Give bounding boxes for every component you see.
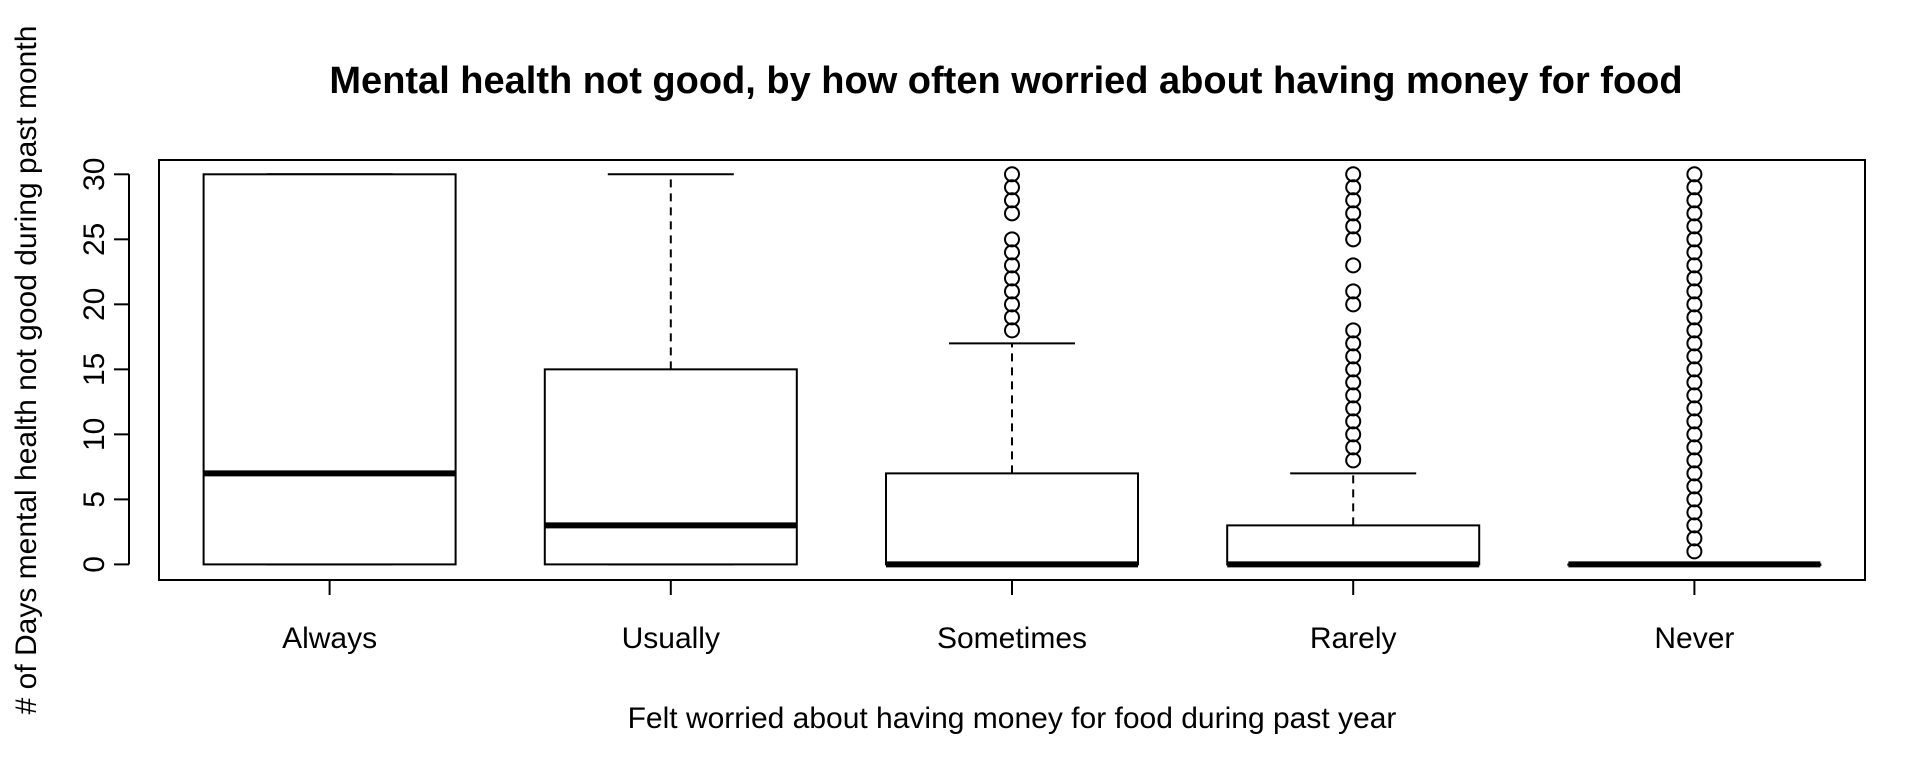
outlier-point — [1686, 244, 1703, 261]
outlier-point — [1004, 309, 1020, 326]
y-tick-label: 25 — [78, 223, 111, 256]
outlier-point — [1345, 348, 1362, 365]
outlier-point — [1004, 296, 1020, 313]
y-tick-label: 5 — [78, 491, 111, 508]
outlier-point — [1686, 270, 1703, 287]
y-tick-label: 15 — [78, 353, 111, 386]
outlier-point — [1004, 270, 1020, 287]
outlier-point — [1686, 452, 1703, 469]
box-never — [1567, 166, 1822, 568]
outlier-point — [1345, 400, 1362, 417]
outlier-point — [1345, 452, 1362, 469]
outlier-point — [1004, 192, 1020, 209]
outlier-point — [1686, 257, 1703, 274]
outlier-point — [1345, 335, 1362, 352]
outlier-point — [1686, 283, 1703, 300]
outlier-point — [1345, 205, 1362, 222]
outlier-point — [1345, 192, 1362, 209]
outlier-point — [1004, 231, 1020, 248]
outlier-point — [1004, 166, 1020, 183]
outlier-point — [1004, 205, 1020, 222]
outlier-point — [1686, 179, 1703, 196]
outlier-point — [1345, 218, 1362, 235]
outlier-point — [1345, 283, 1362, 300]
outlier-point — [1686, 439, 1703, 456]
x-tick-label: Sometimes — [937, 622, 1087, 655]
y-tick-label: 0 — [78, 556, 111, 573]
box-always — [202, 173, 457, 566]
outlier-point — [1686, 231, 1703, 248]
outlier-point — [1686, 543, 1703, 560]
outlier-point — [1686, 517, 1703, 534]
outlier-point — [1345, 166, 1362, 183]
x-axis: Always Usually Sometimes Rarely Never — [282, 580, 1734, 655]
outlier-point — [1686, 413, 1703, 430]
outlier-point — [1345, 374, 1362, 391]
outlier-point — [1686, 348, 1703, 365]
outlier-point — [1686, 361, 1703, 378]
outlier-point — [1686, 205, 1703, 222]
outlier-point — [1345, 179, 1362, 196]
y-tick-label: 30 — [78, 158, 111, 191]
outlier-point — [1686, 309, 1703, 326]
chart-title: Mental health not good, by how often wor… — [329, 60, 1682, 102]
box-series — [202, 166, 1822, 568]
outlier-point — [1345, 296, 1362, 313]
y-tick-label: 10 — [78, 418, 111, 451]
box-usually — [543, 173, 798, 566]
outlier-point — [1686, 166, 1703, 183]
x-tick-label: Usually — [622, 622, 720, 655]
y-axis-title: # of Days mental health not good during … — [10, 26, 43, 715]
outlier-point — [1004, 322, 1020, 339]
x-tick-label: Rarely — [1310, 622, 1397, 655]
box-sometimes — [885, 166, 1139, 568]
x-axis-title: Felt worried about having money for food… — [628, 702, 1397, 735]
outlier-point — [1004, 257, 1020, 274]
box-rarely — [1226, 166, 1481, 568]
outlier-point — [1345, 426, 1362, 443]
outlier-point — [1686, 504, 1703, 521]
iqr-box — [202, 173, 457, 566]
outlier-point — [1004, 283, 1020, 300]
iqr-box — [543, 368, 798, 566]
outlier-point — [1686, 387, 1703, 404]
x-tick-label: Always — [282, 622, 377, 655]
outlier-point — [1345, 231, 1362, 248]
outlier-point — [1345, 322, 1362, 339]
outlier-point — [1686, 192, 1703, 209]
outlier-point — [1686, 426, 1703, 443]
outlier-point — [1004, 179, 1020, 196]
outlier-point — [1686, 218, 1703, 235]
outlier-point — [1686, 400, 1703, 417]
outlier-point — [1686, 465, 1703, 482]
outlier-point — [1686, 530, 1703, 547]
iqr-box — [885, 472, 1139, 566]
outlier-point — [1686, 322, 1703, 339]
outlier-point — [1686, 478, 1703, 495]
outlier-point — [1686, 335, 1703, 352]
outlier-point — [1686, 491, 1703, 508]
y-axis: 0 5 10 15 20 25 30 — [78, 158, 130, 573]
outlier-point — [1345, 439, 1362, 456]
y-tick-label: 20 — [78, 288, 111, 321]
outlier-point — [1686, 296, 1703, 313]
outlier-point — [1345, 413, 1362, 430]
iqr-box — [1226, 524, 1481, 566]
outlier-point — [1345, 361, 1362, 378]
outlier-point — [1686, 374, 1703, 391]
outlier-point — [1004, 244, 1020, 261]
x-tick-label: Never — [1654, 622, 1734, 655]
outlier-point — [1345, 257, 1362, 274]
outlier-point — [1345, 387, 1362, 404]
